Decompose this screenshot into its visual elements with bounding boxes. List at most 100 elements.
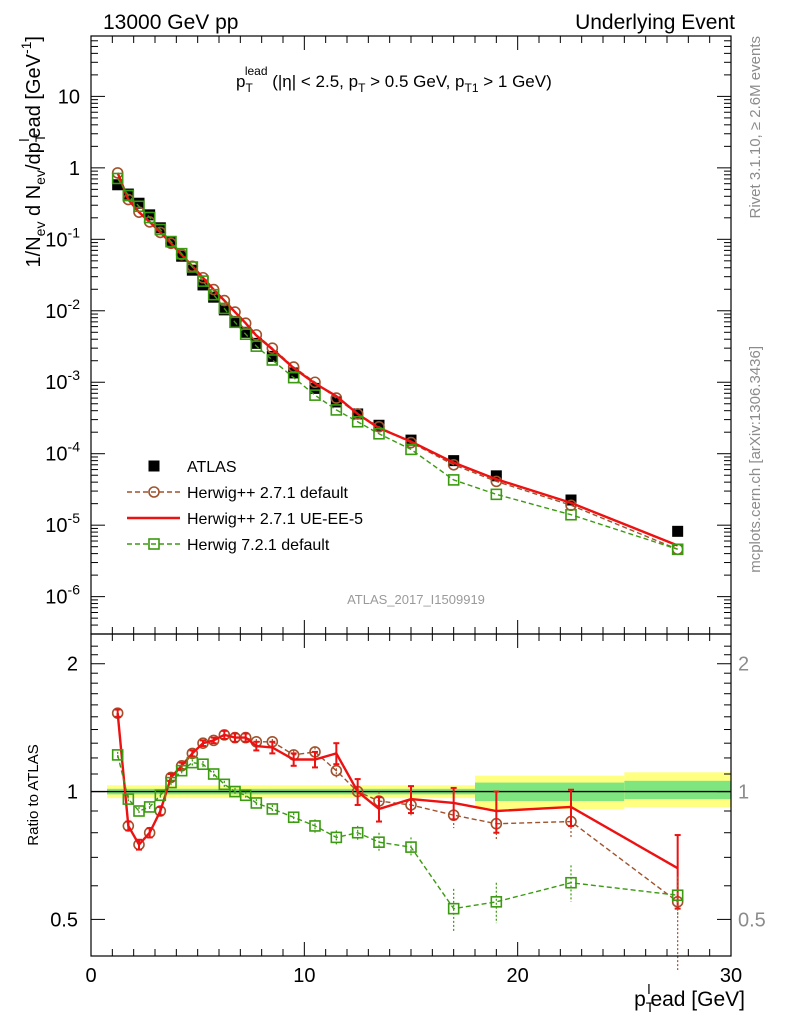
main-point-3-6 (175, 247, 188, 260)
main-y-tick-label-3: 10-3 (45, 367, 80, 394)
main-series-3 (111, 172, 684, 556)
ratio-y-tick-label-right-1: 1 (738, 782, 749, 804)
ratio-point-2-14 (266, 803, 279, 815)
legend-entry-1: Herwig++ 2.7.1 default (127, 485, 349, 502)
legend-marker-0 (148, 460, 160, 472)
main-y-tick-label-6: 1 (69, 158, 80, 180)
main-point-3-4 (154, 223, 167, 236)
x-tick-label-0: 0 (85, 965, 96, 987)
main-y-tick-label-7: 10 (58, 86, 80, 108)
main-point-0-17 (330, 396, 342, 408)
main-series-2 (116, 172, 679, 547)
main-point-0-14 (266, 350, 278, 362)
ratio-point-2-16 (309, 820, 321, 832)
main-point-0-19 (373, 419, 385, 431)
x-tick-label-30: 30 (720, 965, 742, 987)
main-point-3-1 (122, 189, 135, 202)
ratio-y-tick-label-right-2: 2 (738, 654, 749, 676)
main-series-line-3 (117, 178, 678, 550)
x-tick-label-10: 10 (293, 965, 315, 987)
main-point-3-16 (309, 389, 321, 401)
main-point-0-21 (448, 455, 460, 467)
x-tick-label-20: 20 (507, 965, 529, 987)
ratio-point-2-1 (122, 793, 135, 805)
ratio-point-2-13 (250, 797, 263, 809)
main-point-3-2 (133, 200, 145, 213)
main-point-3-18 (351, 415, 364, 428)
legend-label-2: Herwig++ 2.7.1 UE-EE-5 (187, 511, 363, 528)
ratio-y-tick-label-right-0.5: 0.5 (738, 909, 766, 931)
header-category: Underlying Event (575, 11, 735, 34)
main-point-3-23 (565, 508, 577, 521)
ratio-point-2-15 (287, 811, 300, 824)
ratio-point-2-24 (671, 889, 684, 902)
legend-label-3: Herwig 7.2.1 default (187, 537, 330, 554)
main-y-tick-label-2: 10-4 (45, 439, 80, 466)
ratio-panel: 0 10 20 30 0.5 0.5 1 1 2 2 (50, 633, 766, 987)
header-collision: 13000 GeV pp (103, 11, 238, 34)
main-point-0-13 (250, 337, 262, 349)
main-point-0-2 (133, 197, 145, 209)
ratio-point-0-9 (207, 734, 220, 747)
main-point-0-16 (309, 382, 321, 394)
ratio-point-0-8 (197, 737, 209, 749)
main-point-1-16 (309, 376, 321, 389)
ratio-point-2-22 (490, 896, 503, 908)
main-point-3-24 (671, 543, 684, 556)
ratio-point-2-21 (447, 902, 460, 915)
ratio-point-2-4 (154, 789, 167, 802)
main-point-3-8 (197, 275, 209, 287)
legend-entry-3: Herwig 7.2.1 default (127, 537, 330, 554)
legend-marker-3 (148, 538, 160, 550)
main-panel: 10-6 10-5 10-4 10-3 10-2 10-1 1 10 (45, 35, 732, 956)
ratio-point-2-9 (207, 768, 220, 780)
main-series-0 (112, 179, 684, 537)
main-y-axis-label: 1/Nev d Nev/dpTlead [GeV-1] (16, 36, 48, 267)
ratio-point-2-0 (111, 749, 124, 761)
main-point-3-12 (239, 328, 252, 341)
main-point-0-7 (186, 264, 198, 276)
ratio-y-tick-label-2: 2 (67, 654, 78, 676)
legend-label-1: Herwig++ 2.7.1 default (187, 485, 349, 502)
main-point-3-10 (218, 302, 231, 315)
ratio-point-2-20 (405, 841, 417, 853)
main-point-0-20 (405, 434, 417, 446)
main-point-3-22 (490, 488, 503, 501)
main-point-1-20 (405, 436, 417, 449)
main-point-0-9 (208, 291, 220, 303)
main-point-0-24 (672, 525, 684, 537)
legend-marker-1 (148, 486, 160, 498)
main-point-1-19 (373, 420, 385, 433)
legend-label-0: ATLAS (187, 459, 237, 476)
main-y-tick-label-0: 10-6 (45, 582, 80, 609)
main-panel-title: pTlead (|η| < 2.5, pT > 0.5 GeV, pT1 > 1… (236, 64, 552, 95)
ratio-point-2-8 (197, 758, 209, 770)
main-y-tick-label-1: 10-5 (45, 510, 80, 537)
analysis-id-label: ATLAS_2017_I1509919 (347, 592, 485, 607)
main-point-3-19 (373, 427, 385, 440)
ratio-point-2-18 (351, 826, 364, 839)
main-point-3-7 (186, 261, 199, 273)
ratio-point-2-19 (373, 836, 385, 848)
legend: ATLAS Herwig++ 2.7.1 default Herwig++ 2.7.… (127, 459, 363, 554)
main-point-3-14 (266, 354, 279, 366)
ratio-point-2-23 (565, 876, 577, 889)
main-point-3-20 (405, 443, 417, 456)
x-axis-label: pTlead [GeV] (634, 981, 745, 1015)
main-point-1-17 (330, 392, 343, 404)
main-point-3-21 (447, 474, 460, 486)
mcplots-label: mcplots.cern.ch [arXiv:1306.3436] (747, 346, 764, 573)
main-point-0-8 (197, 279, 209, 291)
main-series-line-2 (116, 172, 679, 547)
ratio-point-2-3 (143, 801, 156, 813)
ratio-point-0-17 (330, 764, 343, 777)
main-point-3-17 (330, 404, 343, 416)
main-point-3-13 (250, 340, 263, 352)
ratio-y-tick-label-0.5: 0.5 (50, 909, 78, 931)
main-point-0-12 (240, 326, 252, 338)
main-y-tick-label-5: 10-1 (45, 224, 80, 251)
main-point-0-0 (112, 179, 124, 191)
ratio-band-inner-2 (624, 780, 731, 800)
ratio-frame (90, 633, 732, 957)
main-point-0-3 (144, 209, 156, 221)
